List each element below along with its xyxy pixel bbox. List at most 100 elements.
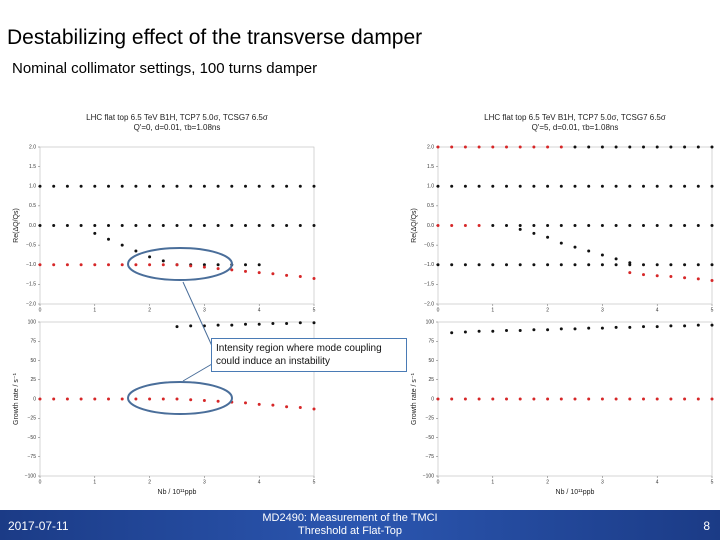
point bbox=[244, 401, 247, 405]
point bbox=[107, 397, 110, 401]
footer-date: 2017-07-11 bbox=[8, 519, 69, 533]
point bbox=[710, 224, 714, 227]
point bbox=[52, 263, 56, 267]
point bbox=[518, 328, 522, 332]
point bbox=[655, 224, 659, 227]
point bbox=[710, 397, 714, 401]
point bbox=[230, 323, 234, 327]
point bbox=[628, 397, 632, 401]
point bbox=[477, 184, 481, 188]
point bbox=[573, 145, 577, 149]
point bbox=[642, 145, 645, 149]
y-tick-label: 100 bbox=[28, 319, 37, 325]
y-tick-label: −100 bbox=[25, 473, 36, 479]
point bbox=[559, 224, 563, 227]
y-tick-label: 1.5 bbox=[427, 164, 434, 170]
x-tick-label: 1 bbox=[491, 479, 494, 485]
point bbox=[655, 184, 659, 188]
point bbox=[257, 271, 261, 275]
point bbox=[696, 263, 700, 267]
chart-title: Q'=0, d=0.01, τb=1.08ns bbox=[134, 123, 221, 132]
chart-title: LHC flat top 6.5 TeV B1H, TCP7 5.0σ, TCS… bbox=[484, 113, 666, 122]
point bbox=[600, 253, 604, 257]
point bbox=[230, 224, 234, 227]
point bbox=[505, 145, 508, 149]
y-tick-label: 0 bbox=[431, 396, 434, 402]
point bbox=[655, 263, 659, 267]
y-tick-label: 25 bbox=[428, 377, 434, 383]
point bbox=[257, 402, 261, 406]
y-tick-label: 0.0 bbox=[29, 223, 36, 229]
point bbox=[189, 398, 193, 402]
point bbox=[669, 324, 673, 328]
x-tick-label: 4 bbox=[656, 307, 659, 313]
y-tick-label: −1.0 bbox=[424, 262, 434, 268]
ellipse bbox=[127, 381, 233, 415]
point bbox=[148, 255, 152, 259]
point bbox=[244, 184, 247, 188]
point bbox=[587, 184, 591, 188]
point bbox=[450, 397, 454, 401]
point bbox=[505, 263, 508, 267]
point bbox=[518, 227, 522, 231]
x-tick-label: 5 bbox=[711, 479, 714, 485]
point bbox=[134, 249, 138, 253]
x-tick-label: 0 bbox=[39, 307, 42, 313]
point bbox=[642, 273, 645, 277]
point bbox=[271, 184, 275, 188]
point bbox=[463, 397, 467, 401]
point bbox=[38, 263, 42, 267]
footer: 2017-07-11 MD2490: Measurement of the TM… bbox=[0, 510, 720, 540]
slide-title: Destabilizing effect of the transverse d… bbox=[7, 26, 423, 49]
point bbox=[189, 184, 193, 188]
point bbox=[65, 397, 69, 401]
ellipse bbox=[127, 247, 233, 281]
point bbox=[683, 145, 687, 149]
y-tick-label: 1.5 bbox=[29, 164, 36, 170]
point bbox=[642, 397, 645, 401]
point bbox=[107, 237, 110, 241]
point bbox=[587, 145, 591, 149]
point bbox=[655, 145, 659, 149]
point bbox=[107, 263, 110, 267]
point bbox=[546, 397, 550, 401]
point bbox=[491, 397, 495, 401]
point bbox=[120, 184, 124, 188]
point bbox=[175, 325, 179, 329]
point bbox=[463, 145, 467, 149]
x-tick-label: 0 bbox=[437, 307, 440, 313]
point bbox=[669, 145, 673, 149]
point bbox=[587, 263, 591, 267]
point bbox=[655, 274, 659, 278]
y-tick-label: 2.0 bbox=[29, 144, 36, 150]
point bbox=[683, 397, 687, 401]
y-tick-label: 75 bbox=[428, 339, 434, 345]
point bbox=[614, 145, 618, 149]
point bbox=[120, 243, 124, 247]
y-tick-label: 50 bbox=[30, 358, 36, 364]
point bbox=[491, 224, 495, 227]
point bbox=[546, 224, 550, 227]
y-tick-label: 0.5 bbox=[427, 203, 434, 209]
footer-title: MD2490: Measurement of the TMCI Threshol… bbox=[262, 512, 438, 537]
chart-title: Q'=5, d=0.01, τb=1.08ns bbox=[532, 123, 619, 132]
point bbox=[107, 224, 110, 227]
point bbox=[491, 263, 495, 267]
point bbox=[216, 267, 220, 271]
point bbox=[312, 276, 316, 280]
point bbox=[436, 224, 440, 227]
point bbox=[655, 325, 659, 329]
point bbox=[546, 145, 550, 149]
point bbox=[271, 224, 275, 227]
y-tick-label: −0.5 bbox=[424, 242, 434, 248]
point bbox=[642, 263, 645, 267]
point bbox=[216, 399, 220, 403]
point bbox=[52, 224, 56, 227]
charts: LHC flat top 6.5 TeV B1H, TCP7 5.0σ, TCS… bbox=[13, 113, 714, 496]
point bbox=[655, 397, 659, 401]
point bbox=[600, 263, 604, 267]
point bbox=[175, 224, 179, 227]
point bbox=[532, 145, 536, 149]
point bbox=[587, 224, 591, 227]
point bbox=[505, 397, 508, 401]
